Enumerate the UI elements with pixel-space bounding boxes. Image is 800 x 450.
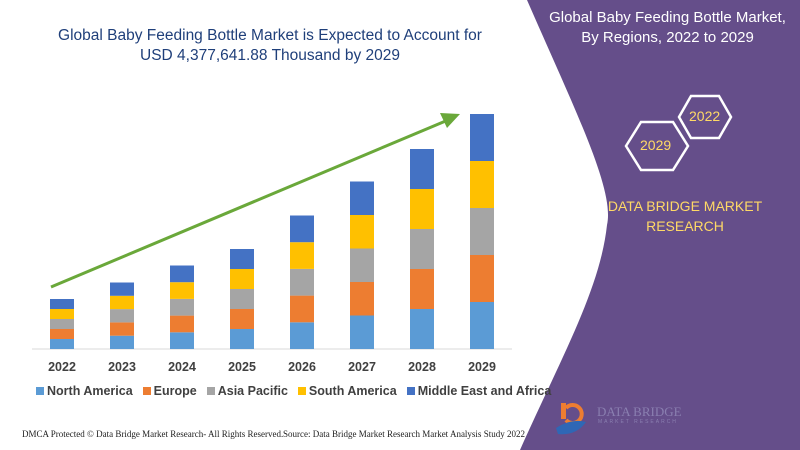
legend-item: Europe <box>142 384 197 398</box>
side-title-line-1: Global Baby Feeding Bottle Market, <box>549 9 786 26</box>
bar-segment <box>350 215 374 249</box>
bar-segment <box>290 268 314 296</box>
bar-segment <box>110 335 134 349</box>
bar-segment <box>350 315 374 349</box>
bars-group <box>50 114 494 349</box>
bar-segment <box>230 329 254 349</box>
bar-segment <box>410 149 434 189</box>
legend-label: Asia Pacific <box>217 384 288 398</box>
bar-segment <box>290 242 314 269</box>
bar-segment <box>50 319 74 329</box>
brand-line-1: DATA BRIDGE MARKET <box>607 198 763 214</box>
chart-title: Global Baby Feeding Bottle Market is Exp… <box>20 26 520 66</box>
legend-swatch <box>206 387 215 395</box>
bar-segment <box>350 181 374 215</box>
legend-swatch <box>142 387 151 395</box>
x-tick-label: 2022 <box>48 360 76 374</box>
bar-segment <box>110 282 134 296</box>
trend-arrow-head <box>440 113 460 128</box>
title-line-1: Global Baby Feeding Bottle Market is Exp… <box>58 27 482 44</box>
x-tick-label: 2026 <box>288 360 316 374</box>
brand-text: DATA BRIDGE MARKET RESEARCH <box>600 196 770 236</box>
bar-segment <box>170 298 194 316</box>
legend-label: Europe <box>153 384 197 398</box>
legend-item: Middle East and Africa <box>406 384 552 398</box>
title-line-2: USD 4,377,641.88 Thousand by 2029 <box>140 47 400 64</box>
legend-label: North America <box>47 384 133 398</box>
bar-segment <box>290 295 314 323</box>
legend-label: South America <box>308 384 397 398</box>
legend-swatch <box>406 387 415 395</box>
bar-segment <box>110 322 134 336</box>
bar-segment <box>410 269 434 309</box>
legend-label: Middle East and Africa <box>417 384 552 398</box>
trend-arrow <box>50 118 449 289</box>
bar-segment <box>470 302 494 349</box>
x-tick-label: 2024 <box>168 360 196 374</box>
bar-segment <box>470 255 494 302</box>
bar-segment <box>50 309 74 319</box>
bar-segment <box>170 282 194 299</box>
legend: North America Europe Asia Pacific South … <box>36 384 551 398</box>
x-tick-label: 2025 <box>228 360 256 374</box>
legend-item: South America <box>297 384 397 398</box>
x-tick-label: 2027 <box>348 360 376 374</box>
bar-segment <box>350 282 374 316</box>
logo-text: DATA BRIDGE <box>597 404 682 419</box>
bar-segment <box>50 329 74 339</box>
side-title: Global Baby Feeding Bottle Market, By Re… <box>540 8 795 48</box>
bar-segment <box>470 114 494 161</box>
x-tick-label: 2028 <box>408 360 436 374</box>
bar-segment <box>230 269 254 289</box>
bar-segment <box>410 189 434 229</box>
legend-item: Asia Pacific <box>206 384 288 398</box>
hexagon-2029 <box>624 120 690 172</box>
hexagon-2022 <box>677 94 733 140</box>
source-note: Source: Data Bridge Market Research Mark… <box>283 429 525 439</box>
bar-segment <box>470 161 494 208</box>
legend-swatch <box>36 387 44 395</box>
bar-segment <box>410 229 434 269</box>
bar-segment <box>50 339 74 349</box>
side-panel <box>520 0 800 450</box>
bar-segment <box>110 309 134 323</box>
bar-segment <box>290 215 314 243</box>
bar-segment <box>170 332 194 349</box>
legend-item: North America <box>36 384 133 398</box>
bar-segment <box>170 315 194 333</box>
bar-segment <box>230 289 254 309</box>
hex-year-2022: 2022 <box>689 108 721 124</box>
bar-segment <box>50 299 74 309</box>
bar-segment <box>110 295 134 310</box>
bar-segment <box>470 208 494 255</box>
bar-segment <box>170 265 194 283</box>
legend-swatch <box>297 387 306 395</box>
side-title-line-2: By Regions, 2022 to 2029 <box>581 29 754 46</box>
logo-subtext: MARKET RESEARCH <box>598 419 678 425</box>
bar-segment <box>350 248 374 282</box>
dmca-notice: DMCA Protected © Data Bridge Market Rese… <box>22 429 284 439</box>
logo-icon <box>556 403 586 435</box>
x-tick-label: 2029 <box>468 360 496 374</box>
hex-year-2029: 2029 <box>640 137 672 153</box>
bar-segment <box>410 309 434 349</box>
brand-line-2: RESEARCH <box>646 218 724 234</box>
bar-segment <box>230 309 254 329</box>
bar-segment <box>290 322 314 349</box>
x-tick-labels: 2022 2023 2024 2025 2026 2027 2028 2029 <box>48 360 496 374</box>
bar-segment <box>230 249 254 269</box>
x-tick-label: 2023 <box>108 360 136 374</box>
